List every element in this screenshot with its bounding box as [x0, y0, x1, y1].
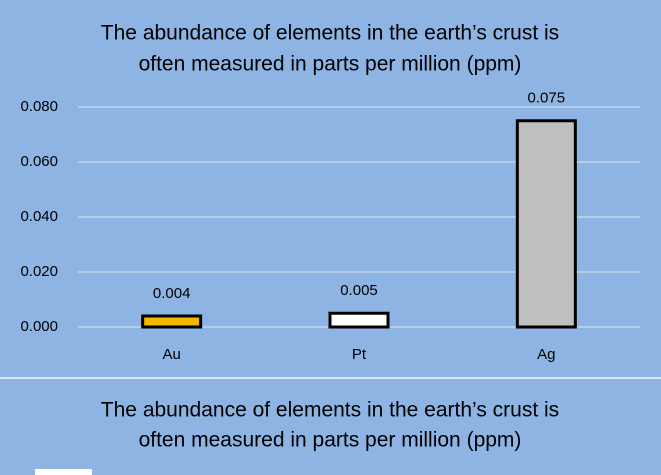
- caption: often measured in parts per million (ppm…: [139, 429, 522, 452]
- y-tick-label: 0.020: [20, 263, 58, 280]
- bar: [515, 119, 577, 329]
- value-label: 0.004: [153, 285, 191, 302]
- y-tick-label: 0.040: [20, 208, 58, 225]
- x-tick-label: Pt: [352, 346, 367, 363]
- chart-title: often measured in parts per million (ppm…: [139, 53, 522, 76]
- y-tick-label: 0.080: [20, 98, 58, 115]
- value-label: 0.075: [528, 90, 566, 107]
- x-tick-label: Au: [162, 346, 180, 363]
- x-tick-label: Ag: [537, 346, 555, 363]
- bar: [328, 311, 390, 329]
- value-label: 0.005: [340, 282, 378, 299]
- y-tick-label: 0.000: [20, 318, 58, 335]
- bar: [141, 314, 203, 329]
- caption: The abundance of elements in the earth’s…: [101, 399, 559, 422]
- chart-title: The abundance of elements in the earth’s…: [101, 22, 559, 45]
- y-tick-label: 0.060: [20, 153, 58, 170]
- tab: [35, 469, 92, 475]
